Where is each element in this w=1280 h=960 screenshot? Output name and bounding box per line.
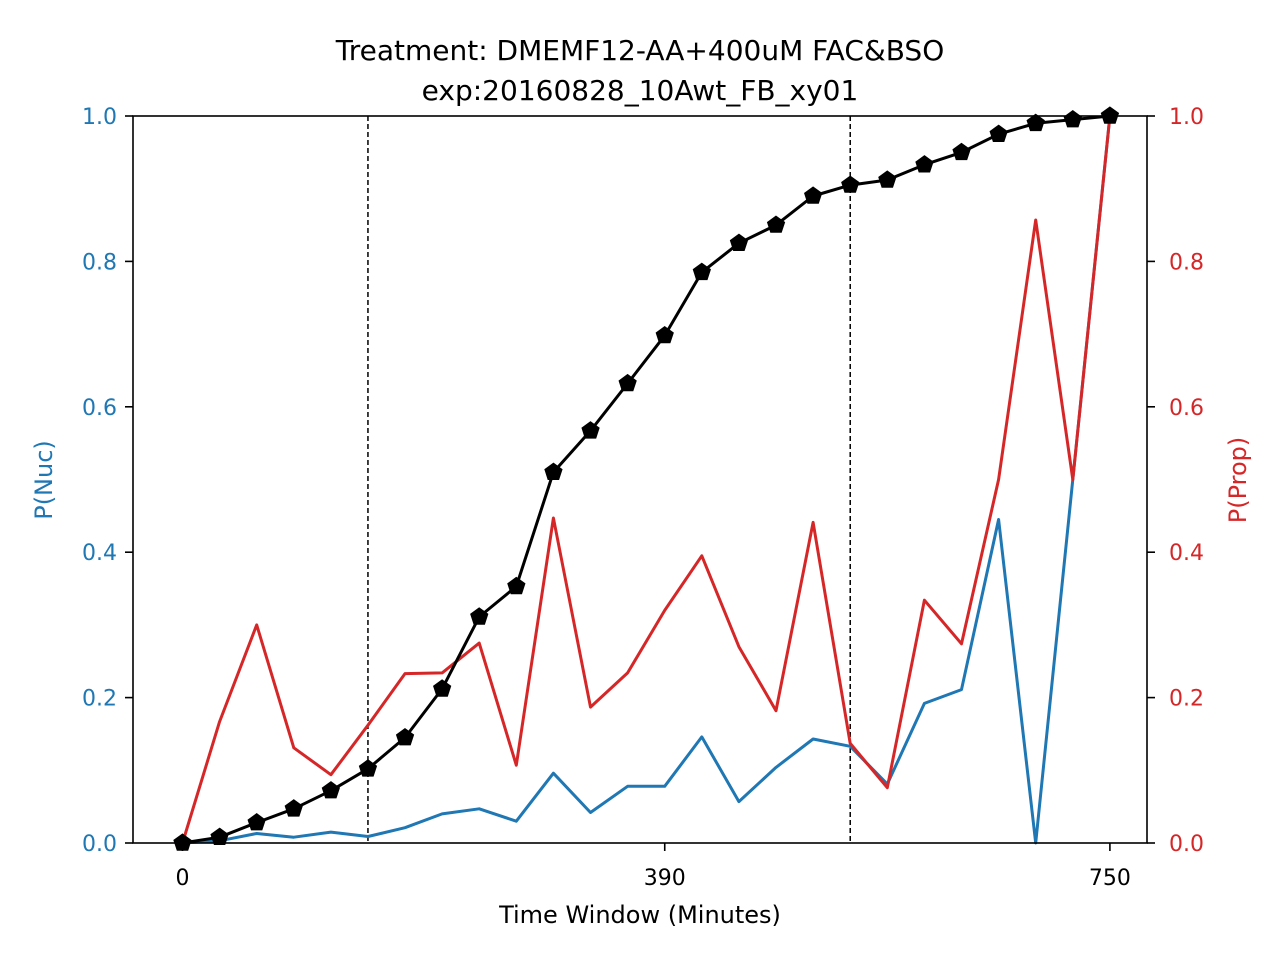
y-axis-label-left: P(Nuc) — [30, 440, 58, 520]
series-2-point-9 — [507, 576, 526, 595]
y-left-tick-label-2: 0.4 — [82, 541, 117, 566]
x-tick-label-1: 390 — [644, 866, 686, 891]
series-2-point-10 — [544, 462, 563, 480]
series-2-point-21 — [952, 142, 971, 161]
y-left-tick-label-3: 0.6 — [82, 396, 117, 421]
series-2-point-5 — [358, 759, 378, 777]
series-2-point-1 — [210, 827, 229, 845]
x-tick-label-2: 750 — [1089, 866, 1131, 891]
series-2-point-18 — [841, 175, 860, 193]
y-left-tick-label-1: 0.2 — [82, 687, 117, 712]
series-2-point-19 — [878, 170, 897, 188]
series-2-point-3 — [284, 799, 303, 817]
series-line-1 — [181, 115, 1112, 844]
y-left-tick-label-4: 0.8 — [82, 250, 117, 275]
x-axis-label: Time Window (Minutes) — [498, 901, 781, 929]
chart-title-line-2: exp:20160828_10Awt_FB_xy01 — [422, 74, 859, 107]
plot-area — [173, 106, 1120, 851]
series-2-point-23 — [1026, 113, 1045, 132]
y-right-tick-label-5: 1.0 — [1169, 105, 1204, 130]
series-2-point-8 — [470, 607, 489, 625]
series-2-point-22 — [989, 124, 1008, 142]
x-tick-label-0: 0 — [175, 866, 189, 891]
series-2-point-12 — [618, 373, 637, 392]
series-line-2 — [182, 114, 1111, 845]
y-right-tick-label-3: 0.6 — [1169, 396, 1204, 421]
axis-ticks: 0 390 750 0.0 0.2 0.4 0.6 0.8 1.0 0.0 0.2 0.4 0.6 0.8… — [82, 105, 1204, 891]
y-right-tick-label-0: 0.0 — [1169, 832, 1204, 857]
series-2-point-20 — [915, 155, 934, 173]
y-left-tick-label-0: 0.0 — [82, 832, 117, 857]
y-right-tick-label-4: 0.8 — [1169, 250, 1204, 275]
y-right-tick-label-2: 0.4 — [1169, 541, 1204, 566]
series-2-point-7 — [433, 679, 452, 697]
chart-title-line-1: Treatment: DMEMF12-AA+400uM FAC&BSO — [335, 34, 945, 67]
series-2-point-25 — [1100, 106, 1120, 124]
series-2-point-16 — [766, 215, 786, 233]
series-2-point-4 — [321, 781, 340, 799]
y-axis-label-right: P(Prop) — [1224, 437, 1252, 524]
plot-frame — [132, 115, 1148, 844]
series-2-point-11 — [581, 421, 600, 439]
series-line-0 — [182, 115, 1112, 845]
series-2-point-15 — [729, 233, 749, 251]
series-2-point-2 — [247, 812, 266, 831]
series-2-point-24 — [1063, 109, 1082, 128]
series-2-point-14 — [692, 262, 711, 281]
y-right-tick-label-1: 0.2 — [1169, 687, 1204, 712]
y-left-tick-label-5: 1.0 — [82, 105, 117, 130]
series-2-point-13 — [655, 325, 674, 344]
series-2-point-6 — [395, 727, 415, 746]
series-2-point-17 — [804, 186, 823, 204]
